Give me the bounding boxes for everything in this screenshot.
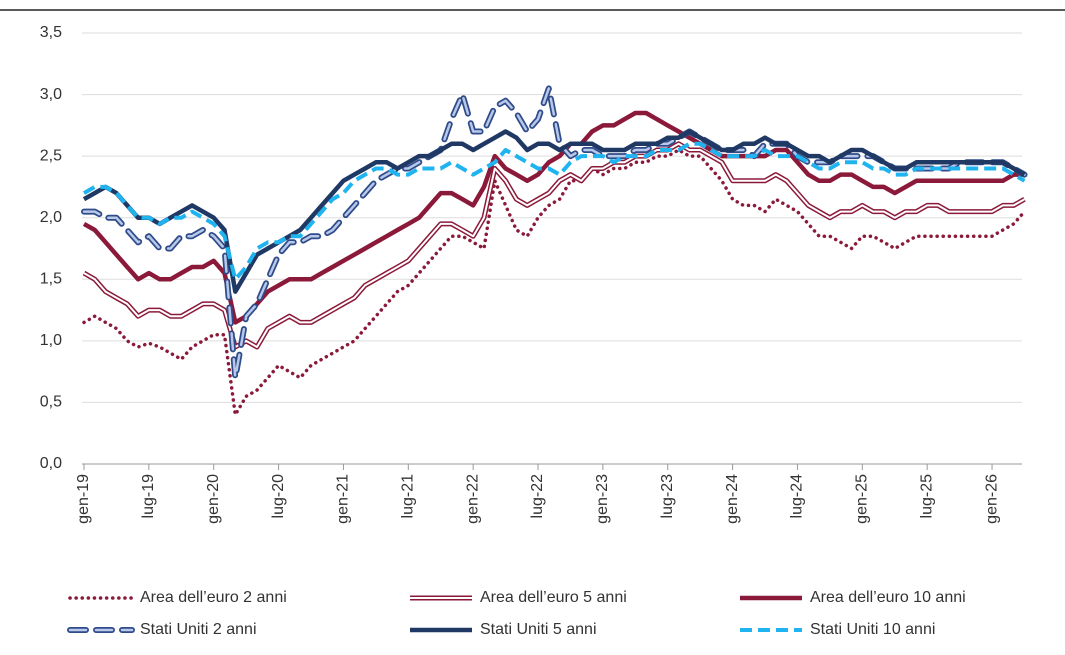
x-tick-label: gen-25 (854, 474, 871, 524)
x-tick-label: gen-24 (724, 474, 741, 524)
x-tick-label: lug-19 (140, 474, 157, 519)
x-tick-label: lug-21 (400, 474, 417, 519)
y-tick-label: 1,5 (40, 271, 62, 288)
legend-label: Stati Uniti 2 anni (140, 621, 257, 638)
y-tick-label: 2,5 (40, 147, 62, 164)
x-tick-label: gen-22 (464, 474, 481, 524)
y-tick-label: 3,0 (40, 86, 62, 103)
y-tick-label: 3,5 (40, 24, 62, 41)
x-tick-label: gen-19 (75, 474, 92, 524)
series-line (83, 141, 1026, 282)
x-tick-label: lug-22 (529, 474, 546, 519)
legend-label: Stati Uniti 10 anni (810, 621, 935, 638)
x-tick-label: lug-20 (270, 474, 287, 519)
y-tick-label: 0,0 (40, 455, 62, 472)
series-line (82, 87, 1026, 380)
x-tick-label: lug-24 (789, 474, 806, 519)
x-tick-label: lug-23 (659, 474, 676, 519)
x-tick-label: gen-20 (205, 474, 222, 524)
y-tick-label: 0,5 (40, 394, 62, 411)
x-tick-label: gen-21 (335, 474, 352, 524)
series-line (82, 129, 1026, 294)
x-tick-label: gen-26 (983, 474, 1000, 524)
y-tick-label: 2,0 (40, 209, 62, 226)
series-line (82, 148, 1027, 417)
x-tick-label: gen-23 (594, 474, 611, 524)
legend-label: Area dell’euro 5 anni (480, 589, 627, 606)
y-tick-label: 1,0 (40, 332, 62, 349)
legend-label: Area dell’euro 2 anni (140, 589, 287, 606)
legend-label: Area dell’euro 10 anni (810, 589, 966, 606)
x-tick-label: lug-25 (918, 474, 935, 519)
series-line (82, 110, 1025, 325)
legend-label: Stati Uniti 5 anni (480, 621, 597, 638)
